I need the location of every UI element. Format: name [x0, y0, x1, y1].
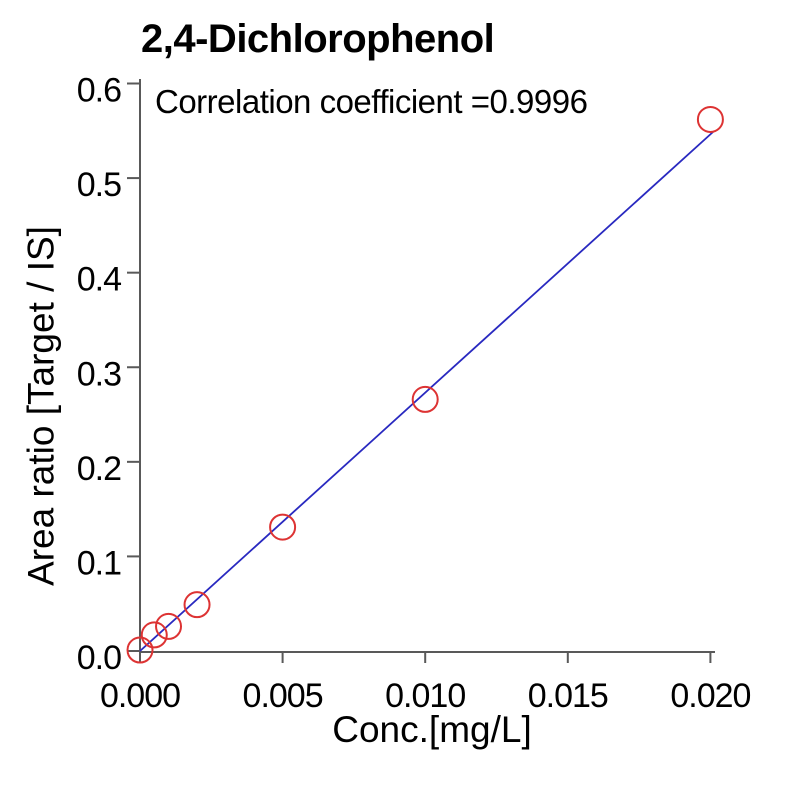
x-tick-label: 0.000 — [100, 677, 180, 715]
y-tick-label: 0.0 — [77, 639, 121, 677]
x-axis-title: Conc.[mg/L] — [332, 709, 532, 750]
y-tick-label: 0.1 — [77, 544, 121, 582]
y-tick-label: 0.4 — [77, 261, 121, 299]
tick-label-group: 0.0 0.1 0.2 0.3 0.4 0.5 0.6 0.000 0.005 0.010 0.01… — [77, 72, 752, 716]
correlation-coefficient-annotation: Correlation coefficient =0.9996 — [155, 83, 588, 120]
tick-group — [127, 82, 712, 663]
x-tick-label: 0.020 — [670, 677, 750, 715]
y-tick-label: 0.2 — [77, 450, 121, 488]
data-point — [269, 513, 297, 541]
data-point — [140, 621, 168, 649]
y-tick-label: 0.6 — [77, 72, 121, 110]
data-point — [411, 385, 439, 413]
data-point — [696, 105, 724, 133]
axes-group — [139, 79, 715, 653]
fit-line — [139, 131, 714, 652]
series-group — [126, 105, 724, 664]
chart-title: 2,4-Dichlorophenol — [141, 17, 495, 61]
x-tick-label: 0.015 — [528, 677, 608, 715]
x-tick-label: 0.010 — [385, 677, 465, 715]
data-point — [183, 591, 211, 619]
y-tick-label: 0.5 — [77, 166, 121, 204]
data-point — [155, 612, 183, 640]
x-tick-label: 0.005 — [243, 677, 323, 715]
y-tick-label: 0.3 — [77, 355, 121, 393]
data-point — [126, 636, 154, 664]
